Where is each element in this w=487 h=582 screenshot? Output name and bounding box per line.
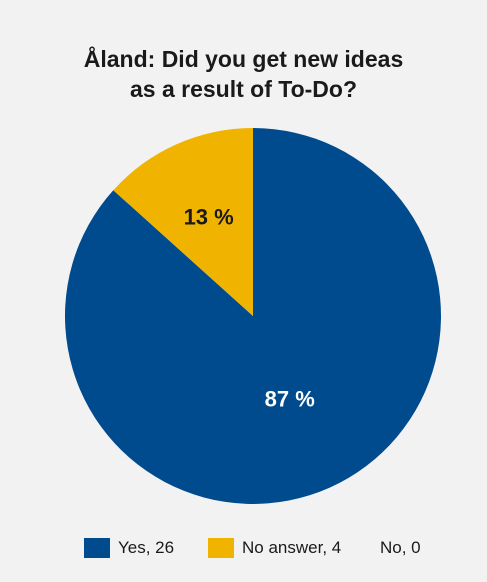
- chart-title-line-2: as a result of To-Do?: [129, 76, 358, 102]
- legend-item-no-answer: No answer, 4: [208, 536, 341, 560]
- legend-swatch-yes: [84, 538, 110, 558]
- legend-item-yes: Yes, 26: [84, 536, 174, 560]
- legend: Yes, 26 No answer, 4 No, 0: [0, 536, 487, 560]
- legend-label-no: No, 0: [380, 538, 421, 557]
- legend-swatch-no-answer: [208, 538, 234, 558]
- legend-label-no-answer: No answer, 4: [242, 538, 342, 557]
- chart-title-line-1: Åland: Did you get new ideas: [83, 46, 404, 72]
- pie-label-no-answer: 13 %: [184, 204, 234, 229]
- pie-slice-no-answer: [113, 128, 253, 316]
- pie-label-yes: 87 %: [265, 386, 315, 411]
- legend-label-yes: Yes, 26: [118, 538, 175, 557]
- legend-item-no: No, 0: [380, 536, 421, 560]
